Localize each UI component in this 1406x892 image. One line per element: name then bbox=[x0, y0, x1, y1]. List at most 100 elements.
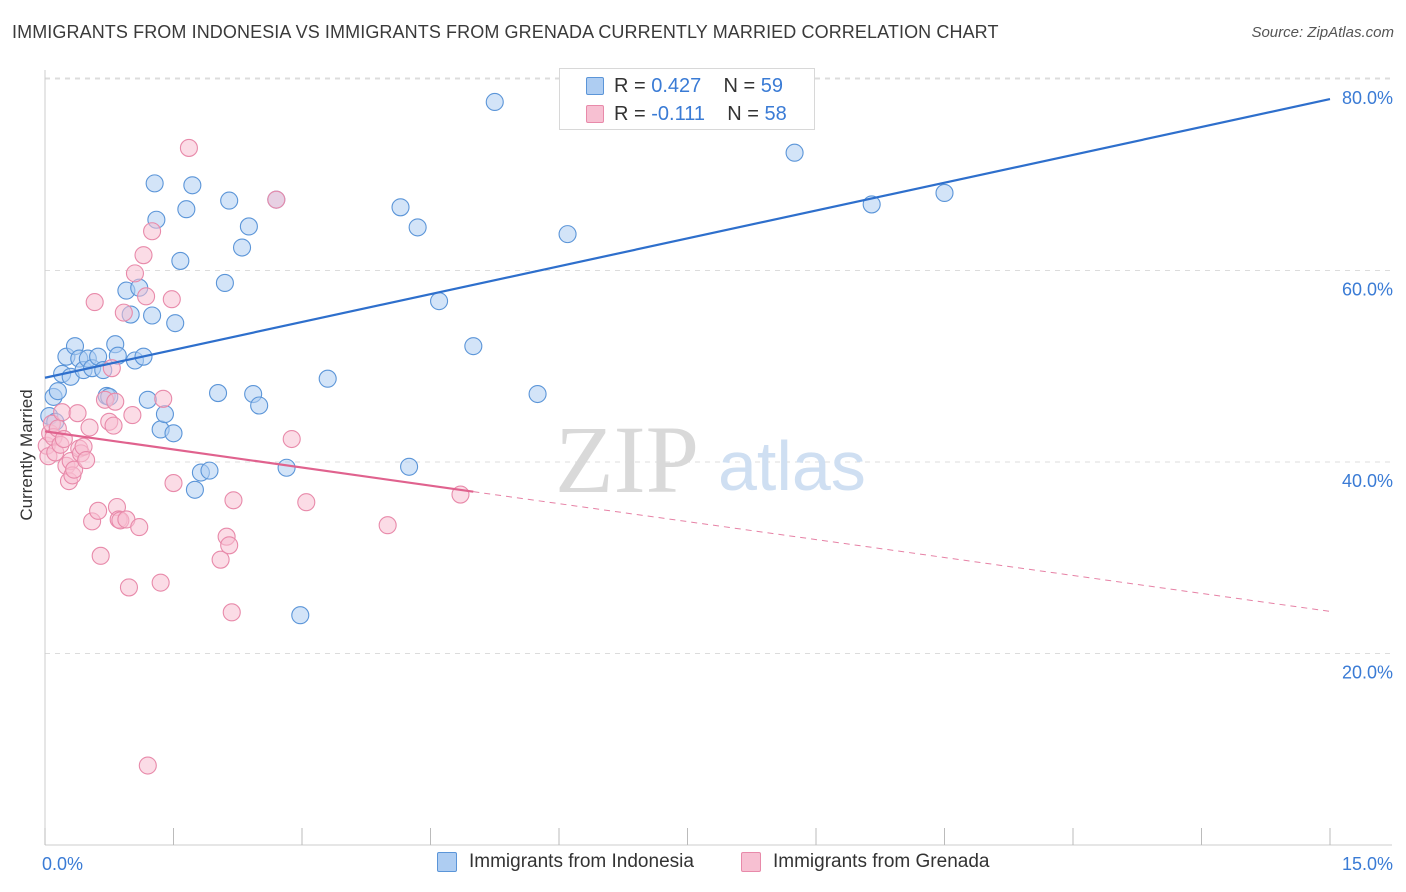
legend-r-value-indonesia: 0.427 bbox=[651, 74, 702, 97]
trend-line-grenada bbox=[44, 430, 474, 493]
trend-lines bbox=[44, 98, 1331, 612]
trend-line-indonesia bbox=[44, 98, 1331, 379]
grenada-point bbox=[65, 460, 84, 479]
tick-labels: 20.0% 40.0% 60.0% 80.0% 0.0% 15.0% bbox=[42, 88, 1393, 874]
legend-n-value-indonesia: 59 bbox=[760, 74, 784, 97]
grenada-point bbox=[104, 416, 123, 435]
grenada-point bbox=[138, 756, 157, 775]
correlation-legend: R = 0.427 N = 59 R = -0.111 N = 58 bbox=[559, 68, 815, 130]
grenada-point bbox=[162, 290, 181, 309]
legend-row-indonesia: R = 0.427 N = 59 bbox=[586, 73, 784, 99]
legend-n-value-grenada: 58 bbox=[764, 102, 787, 125]
legend-swatch-grenada bbox=[586, 105, 604, 123]
grenada-point bbox=[224, 491, 243, 510]
indonesia-point bbox=[185, 480, 204, 499]
watermark: ZIP atlas bbox=[555, 406, 866, 513]
grenada-point bbox=[85, 293, 104, 312]
legend-r-label: R = bbox=[614, 74, 652, 97]
indonesia-point bbox=[220, 191, 239, 210]
indonesia-point bbox=[391, 198, 410, 217]
indonesia-point bbox=[164, 424, 183, 443]
y-axis-title: Currently Married bbox=[17, 389, 36, 520]
grenada-point bbox=[91, 546, 110, 565]
grenada-point bbox=[134, 246, 153, 265]
legend-n-label: N = bbox=[727, 102, 765, 125]
y-tick-label: 60.0% bbox=[1342, 280, 1393, 300]
grenada-point bbox=[89, 501, 108, 520]
grenada-point bbox=[77, 451, 96, 470]
indonesia-point bbox=[48, 382, 67, 401]
grenada-point bbox=[179, 138, 198, 157]
grenada-point bbox=[119, 578, 139, 597]
indonesia-point bbox=[239, 217, 258, 236]
indonesia-point bbox=[785, 143, 804, 162]
grenada-point bbox=[53, 403, 72, 422]
indonesia-point bbox=[291, 606, 310, 625]
watermark-atlas: atlas bbox=[718, 427, 866, 505]
grenada-point bbox=[130, 518, 149, 537]
indonesia-point bbox=[558, 225, 577, 244]
indonesia-point bbox=[400, 457, 419, 476]
legend-n-label: N = bbox=[723, 74, 761, 97]
grenada-point bbox=[282, 429, 301, 449]
legend-row-grenada: R = -0.111 N = 58 bbox=[586, 101, 787, 127]
grenada-point bbox=[297, 493, 316, 512]
indonesia-point bbox=[166, 314, 185, 333]
grenada-point bbox=[151, 573, 170, 592]
indonesia-point bbox=[200, 461, 219, 480]
grenada-point bbox=[211, 550, 230, 569]
grenada-point bbox=[267, 190, 286, 209]
grenada-point bbox=[68, 404, 87, 423]
grenada-point bbox=[220, 536, 239, 555]
grenada-point bbox=[137, 287, 156, 306]
grenada-point bbox=[123, 406, 142, 425]
grenada-point bbox=[164, 474, 183, 493]
indonesia-point bbox=[171, 251, 190, 270]
grenada-point bbox=[222, 603, 241, 622]
indonesia-point bbox=[145, 174, 164, 193]
indonesia-point bbox=[183, 176, 202, 195]
legend-swatch-indonesia bbox=[437, 852, 457, 872]
grenada-point bbox=[80, 418, 99, 437]
legend-item-grenada[interactable]: Immigrants from Grenada bbox=[741, 851, 989, 873]
legend-label-grenada: Immigrants from Grenada bbox=[773, 851, 990, 872]
series-legend: Immigrants from Indonesia Immigrants fro… bbox=[0, 851, 1406, 877]
indonesia-point bbox=[430, 292, 449, 311]
grenada-point bbox=[143, 222, 162, 241]
indonesia-point bbox=[155, 405, 174, 424]
indonesia-point bbox=[528, 384, 547, 404]
chart-title: IMMIGRANTS FROM INDONESIA VS IMMIGRANTS … bbox=[12, 22, 999, 42]
indonesia-point bbox=[277, 458, 296, 477]
grenada-point bbox=[378, 516, 397, 535]
legend-item-indonesia[interactable]: Immigrants from Indonesia bbox=[437, 851, 694, 873]
indonesia-point bbox=[138, 390, 157, 409]
indonesia-point bbox=[464, 337, 483, 356]
gridlines bbox=[45, 77, 1392, 654]
y-tick-label: 80.0% bbox=[1342, 88, 1393, 108]
grenada-point bbox=[154, 389, 173, 408]
indonesia-point bbox=[232, 238, 252, 257]
legend-swatch-grenada bbox=[741, 852, 761, 872]
legend-r-value-grenada: -0.111 bbox=[651, 102, 705, 125]
grenada-point bbox=[125, 264, 144, 283]
indonesia-point bbox=[485, 92, 504, 112]
indonesia-point bbox=[208, 384, 228, 403]
x-tick-label-max: 15.0% bbox=[1342, 854, 1393, 874]
indonesia-point bbox=[143, 306, 162, 325]
indonesia-point bbox=[250, 396, 269, 415]
indonesia-point bbox=[177, 200, 196, 219]
trend-line-grenada-extrapolated bbox=[473, 491, 1331, 612]
indonesia-point bbox=[935, 183, 954, 202]
y-tick-label: 40.0% bbox=[1342, 471, 1393, 491]
indonesia-point bbox=[408, 218, 427, 237]
indonesia-point bbox=[318, 369, 337, 388]
grenada-point bbox=[114, 303, 133, 322]
indonesia-point bbox=[215, 273, 234, 292]
legend-label-indonesia: Immigrants from Indonesia bbox=[469, 851, 694, 872]
watermark-zip: ZIP bbox=[555, 406, 699, 513]
y-tick-label: 20.0% bbox=[1342, 663, 1393, 683]
legend-r-label: R = bbox=[614, 102, 652, 125]
x-tick-label-min: 0.0% bbox=[42, 854, 83, 874]
source-label: Source: ZipAtlas.com bbox=[1251, 24, 1394, 41]
